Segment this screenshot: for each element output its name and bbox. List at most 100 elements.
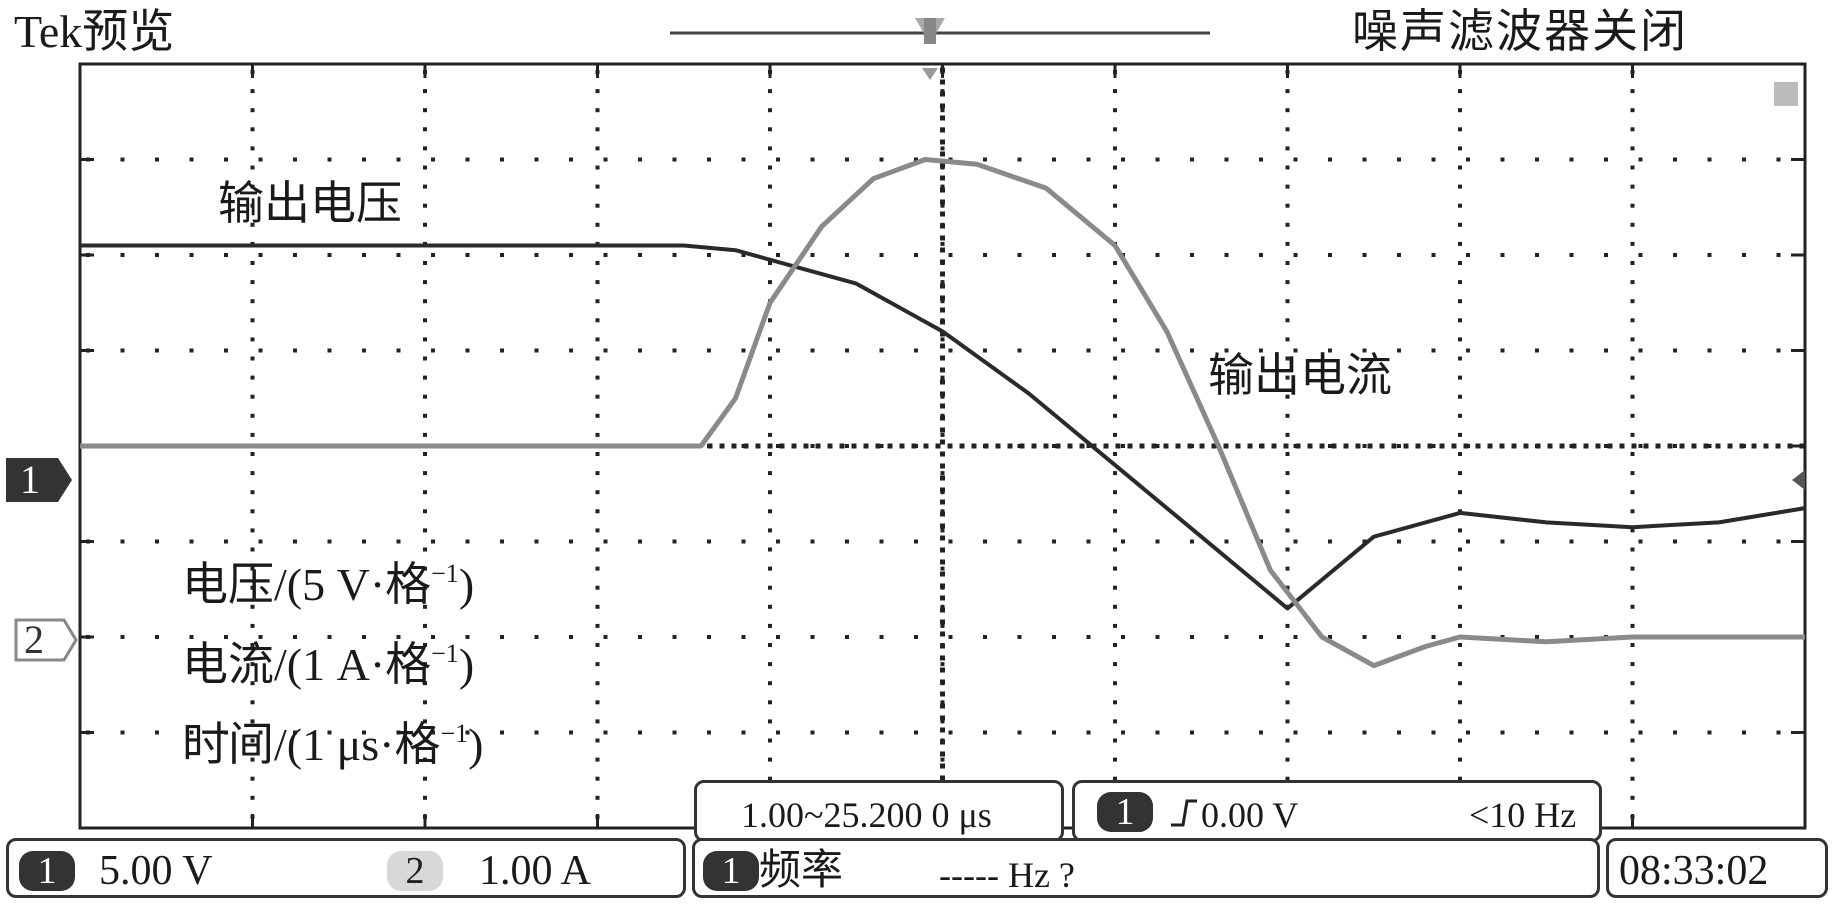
grid-dot (1569, 157, 1574, 162)
grid-dot (768, 413, 772, 418)
grid-dot (250, 623, 255, 628)
grid-dot (776, 444, 780, 448)
grid-dot (1630, 643, 1635, 647)
grid-dot (940, 146, 945, 151)
grid-dot (595, 719, 600, 724)
clock-box: 08:33:02 (1606, 838, 1828, 898)
grid-dot (768, 547, 772, 552)
grid-dot (396, 635, 401, 639)
grid-dot (914, 730, 918, 735)
grid-dot (1113, 662, 1117, 667)
grid-dot (1155, 539, 1160, 544)
grid-dot (465, 635, 470, 639)
grid-dot (940, 757, 945, 762)
grid-dot (155, 157, 159, 162)
ch1-chip: 1 (19, 851, 75, 891)
grid-dot (940, 509, 945, 514)
center-axis-dot (940, 775, 945, 781)
grid-dot (1113, 681, 1117, 686)
grid-dot (768, 738, 772, 743)
grid-dot (250, 432, 255, 437)
grid-dot (1458, 738, 1462, 743)
center-axis-dot (940, 187, 945, 193)
grid-dot (1113, 89, 1117, 94)
grid-dot (423, 623, 427, 628)
grid-dot (940, 375, 945, 380)
grid-dot (1458, 337, 1462, 342)
grid-dot (940, 662, 945, 667)
center-axis-dot (1151, 443, 1157, 449)
grid-dot (1052, 539, 1056, 544)
grid-dot (638, 635, 642, 639)
center-axis-dot (1547, 443, 1553, 449)
grid-dot (1458, 241, 1462, 246)
grid-dot (1742, 348, 1746, 353)
grid-dot (569, 635, 573, 639)
grid-dot (1458, 528, 1462, 533)
grid-dot (768, 241, 772, 246)
grid-dot (189, 157, 194, 162)
grid-dot (1458, 165, 1462, 170)
grid-dot (1569, 253, 1574, 257)
grid-dot (1673, 539, 1677, 544)
grid-dot (1293, 539, 1298, 544)
grid-dot (768, 643, 772, 647)
center-axis-dot (911, 443, 917, 449)
center-axis-dot (940, 211, 945, 217)
grid-dot (768, 261, 772, 265)
grid-dot (845, 539, 849, 544)
grid-dot (1113, 700, 1117, 705)
center-axis-dot (940, 367, 945, 373)
grid-dot (569, 253, 573, 257)
grid-dot (1707, 348, 1712, 353)
grid-dot (1630, 146, 1635, 151)
grid-dot (120, 253, 125, 257)
grid-dot (224, 635, 228, 639)
grid-dot (250, 318, 255, 323)
meas-value: ----- Hz ? (939, 855, 1075, 895)
center-axis-dot (1031, 443, 1037, 449)
grid-dot (603, 635, 608, 639)
grid-dot (1285, 528, 1290, 533)
center-axis-dot (940, 391, 945, 397)
grid-dot (1638, 539, 1643, 544)
grid-dot (1458, 356, 1462, 361)
grid-dot (1086, 635, 1091, 639)
grid-dot (423, 337, 427, 342)
center-axis-dot (1715, 443, 1721, 449)
grid-dot (120, 348, 125, 353)
grid-dot (1285, 471, 1290, 476)
grid-dot (1431, 444, 1436, 448)
grid-dot (1535, 348, 1539, 353)
center-axis-dot (839, 443, 845, 449)
grid-dot (1224, 635, 1229, 639)
grid-dot (250, 757, 255, 762)
grid-dot (1707, 157, 1712, 162)
grid-dot (423, 700, 427, 705)
grid-dot (595, 795, 600, 800)
grid-dot (595, 318, 600, 323)
grid-dot (1285, 681, 1290, 686)
grid-dot (189, 635, 194, 639)
grid-dot (595, 127, 600, 132)
center-axis-dot (935, 443, 941, 449)
grid-dot (1113, 299, 1117, 304)
grid-dot (1630, 795, 1635, 800)
ch1-marker-label: 1 (20, 457, 40, 502)
grid-dot (1569, 348, 1574, 353)
grid-dot (595, 662, 600, 667)
grid-dot (250, 413, 255, 418)
grid-dot (1630, 509, 1635, 514)
grid-dot (1458, 127, 1462, 132)
grid-dot (1431, 157, 1436, 162)
grid-dot (1630, 490, 1635, 495)
grid-dot (1569, 539, 1574, 544)
grid-dot (1458, 604, 1462, 609)
grid-dot (707, 635, 711, 639)
grid-dot (707, 730, 711, 735)
grid-dot (1397, 730, 1401, 735)
grid-dot (940, 89, 945, 94)
grid-dot (423, 261, 427, 265)
grid-dot (768, 432, 772, 437)
grid-dot (1742, 157, 1746, 162)
